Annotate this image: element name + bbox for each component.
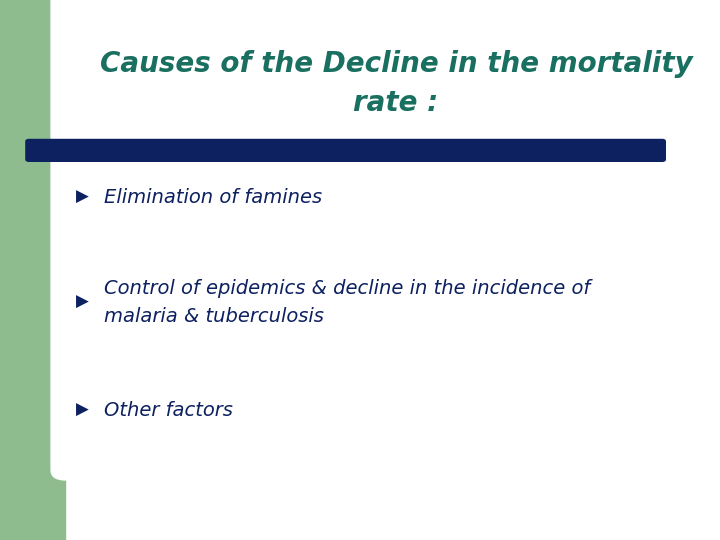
Text: Causes of the Decline in the mortality
rate :: Causes of the Decline in the mortality r…: [99, 50, 693, 117]
Bar: [0, 0, 266, 140]
Text: ▶: ▶: [76, 188, 89, 206]
Text: Other factors: Other factors: [104, 401, 233, 420]
FancyBboxPatch shape: [25, 139, 666, 162]
FancyBboxPatch shape: [50, 0, 713, 481]
Text: ▶: ▶: [76, 401, 89, 420]
Text: Elimination of famines: Elimination of famines: [104, 187, 323, 207]
Text: ▶: ▶: [76, 293, 89, 312]
Bar: [0, 0, 65, 540]
Text: Control of epidemics & decline in the incidence of
malaria & tuberculosis: Control of epidemics & decline in the in…: [104, 279, 590, 326]
